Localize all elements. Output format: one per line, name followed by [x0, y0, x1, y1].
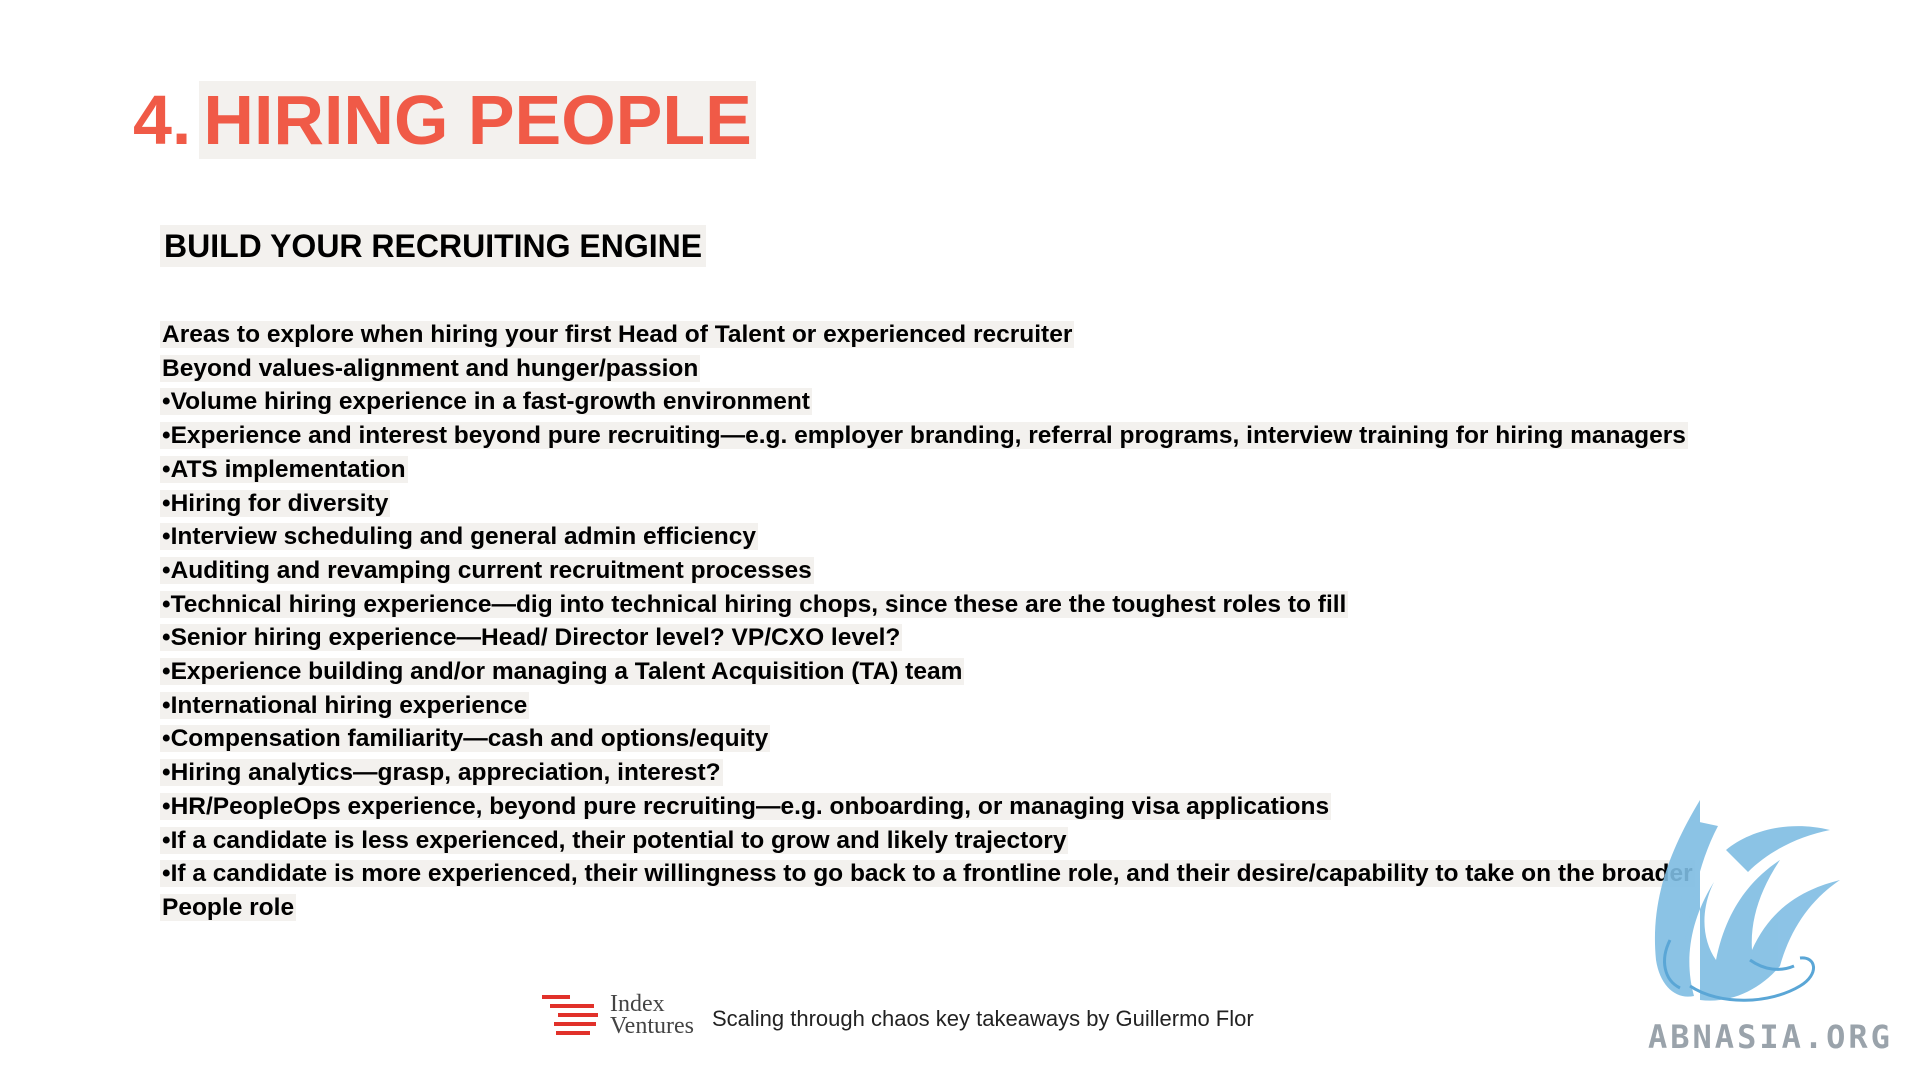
watermark-text: ABNASIA.ORG [1648, 1018, 1893, 1056]
bullet-item: •Interview scheduling and general admin … [160, 523, 759, 551]
bullet-item: •Technical hiring experience—dig into te… [160, 590, 1349, 618]
body-line-intro: Areas to explore when hiring your first … [160, 321, 1075, 348]
body-text: Areas to explore when hiring your first … [160, 318, 1720, 925]
index-ventures-stripes-icon [542, 995, 598, 1035]
bullet-item: •Volume hiring experience in a fast-grow… [160, 388, 812, 416]
bullet-item: •If a candidate is more experienced, the… [160, 860, 1695, 888]
body-line-subintro: Beyond values-alignment and hunger/passi… [160, 354, 701, 382]
bullet-item: •Experience building and/or managing a T… [160, 658, 965, 686]
logo-line-index: Index [610, 991, 665, 1017]
bullet-item-continuation: People role [160, 893, 297, 921]
bullet-item: •Senior hiring experience—Head/ Director… [160, 624, 903, 652]
bullet-item: •If a candidate is less experienced, the… [160, 826, 1069, 854]
index-ventures-logo-text: Index Ventures [610, 991, 694, 1039]
bullet-item: •Experience and interest beyond pure rec… [160, 422, 1688, 450]
footer-caption: Scaling through chaos key takeaways by G… [711, 1006, 1254, 1031]
title-number: 4. [133, 81, 192, 159]
bullet-item: •ATS implementation [160, 455, 408, 483]
bullet-item: •HR/PeopleOps experience, beyond pure re… [160, 792, 1332, 820]
footer: Index Ventures Scaling through chaos key… [542, 990, 1254, 1040]
section-subtitle: BUILD YOUR RECRUITING ENGINE [160, 225, 707, 267]
slide-title: 4. HIRING PEOPLE [133, 74, 756, 166]
bullet-item: •Hiring for diversity [160, 489, 391, 517]
watermark: ABNASIA.ORG [1630, 790, 1920, 1060]
bullet-item: •Compensation familiarity—cash and optio… [160, 725, 771, 753]
bullet-item: •Auditing and revamping current recruitm… [160, 556, 814, 584]
bullet-item: •International hiring experience [160, 691, 530, 719]
title-text: HIRING PEOPLE [199, 81, 756, 159]
griffin-icon [1654, 800, 1840, 1002]
logo-line-ventures: Ventures [610, 1013, 694, 1039]
bullet-item: •Hiring analytics—grasp, appreciation, i… [160, 759, 723, 787]
